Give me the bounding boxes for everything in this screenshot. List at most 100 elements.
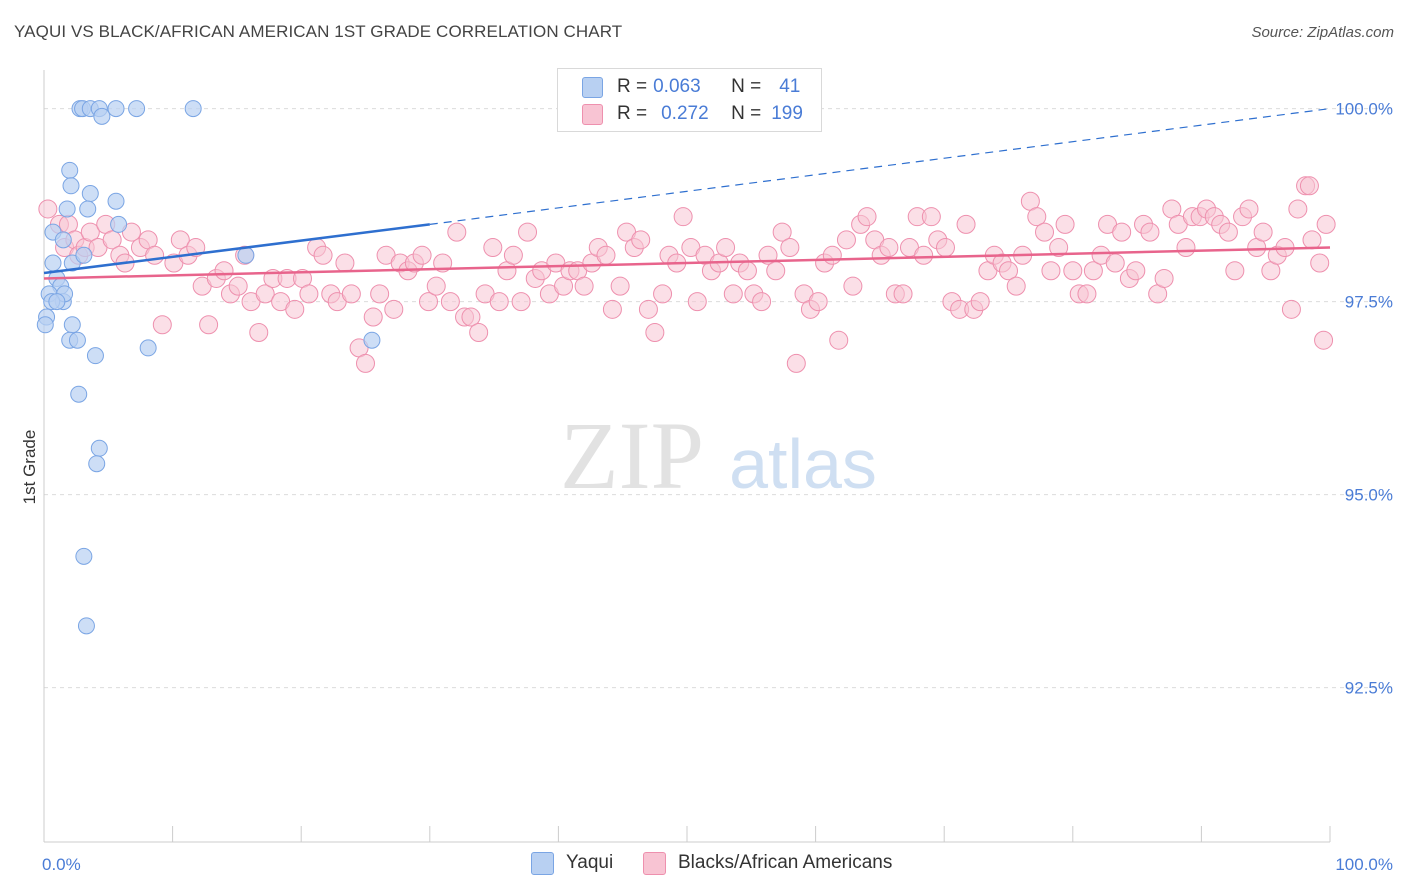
blacks-point [447, 222, 467, 242]
blacks-point [1083, 261, 1103, 281]
blacks-point [1225, 261, 1245, 281]
blacks-point [1077, 284, 1097, 304]
blacks-point [1006, 276, 1026, 296]
blacks-point [412, 245, 432, 265]
yaqui-point [90, 439, 108, 457]
bottom-legend-yaqui: Yaqui [531, 850, 613, 876]
blacks-point [687, 292, 707, 312]
yaqui-point [68, 331, 86, 349]
blacks-point [1055, 214, 1075, 234]
legend-swatch-blacks [582, 103, 603, 125]
blacks-point [737, 261, 757, 281]
blacks-point [145, 245, 165, 265]
blacks-point [914, 245, 934, 265]
bottom-legend-swatch-blacks [643, 851, 666, 875]
yaqui-point [75, 246, 93, 264]
blacks-point [893, 284, 913, 304]
bottom-legend-swatch-yaqui [531, 851, 554, 875]
legend-r-value: 0.272 [661, 103, 709, 124]
blacks-point [461, 307, 481, 327]
blacks-point [249, 322, 269, 342]
watermark: ZIP atlas [560, 402, 877, 509]
blacks-point [313, 245, 333, 265]
blacks-point [214, 261, 234, 281]
blacks-point [921, 207, 941, 227]
legend-r-label: R = [617, 76, 648, 97]
yaqui-point [48, 293, 66, 311]
blacks-point [1049, 238, 1069, 258]
blacks-point [673, 207, 693, 227]
x-tick-labels: 0.0% 100.0% [42, 855, 1393, 874]
blacks-point [1316, 214, 1336, 234]
blacks-point [285, 299, 305, 319]
legend-r-value: 0.063 [653, 76, 701, 97]
blacks-point [999, 261, 1018, 281]
blacks-point [370, 284, 390, 304]
blacks-point [228, 276, 248, 296]
blacks-point [723, 284, 743, 304]
bottom-legend-label-yaqui: Yaqui [566, 852, 614, 873]
yaqui-point [61, 161, 79, 179]
blacks-point [186, 238, 206, 258]
series-blacks-points [38, 176, 1336, 373]
blacks-point [80, 222, 100, 242]
blacks-point [356, 353, 375, 373]
yaqui-point [81, 185, 99, 203]
blacks-point [766, 261, 786, 281]
yaqui-point [54, 231, 72, 249]
yaqui-point [77, 617, 95, 635]
trend-lines [43, 108, 1331, 280]
y-tick-label: 92.5% [1345, 679, 1393, 698]
blacks-point [772, 222, 792, 242]
legend-n-value: 41 [779, 76, 801, 97]
blacks-point [935, 238, 955, 258]
y-axis-label: 1st Grade [20, 430, 39, 505]
blacks-point [829, 330, 849, 350]
blacks-point [1302, 230, 1322, 250]
blacks-point [1253, 222, 1273, 242]
yaqui-point [139, 339, 157, 357]
legend-r-label: R = [617, 103, 648, 124]
blacks-point [752, 292, 772, 312]
yaqui-point [110, 215, 128, 233]
blacks-point [511, 292, 531, 312]
yaqui-point [75, 547, 93, 565]
y-tick-label: 100.0% [1335, 100, 1393, 119]
blacks-point [152, 315, 172, 335]
x-tick-label: 0.0% [42, 855, 81, 874]
x-tick-label: 100.0% [1335, 855, 1393, 874]
blacks-point [419, 292, 439, 312]
blacks-point [1288, 199, 1308, 219]
yaqui-point [70, 385, 88, 403]
chart-title: YAQUI VS BLACK/AFRICAN AMERICAN 1ST GRAD… [14, 22, 623, 41]
legend-n-value: 199 [771, 103, 803, 124]
yaqui-point [44, 254, 62, 272]
grid-lines [44, 108, 1392, 689]
bottom-legend-label-blacks: Blacks/African Americans [678, 852, 893, 873]
blacks-point [440, 292, 460, 312]
blacks-point [1063, 261, 1083, 281]
blacks-point [970, 292, 990, 312]
yaqui-point [184, 100, 202, 118]
blacks-point [780, 238, 800, 258]
yaqui-point [88, 455, 106, 473]
yaqui-point [93, 107, 111, 125]
yaqui-point [58, 200, 76, 218]
blacks-point [384, 299, 404, 319]
blacks-point [596, 245, 616, 265]
blacks-point [335, 253, 355, 273]
blacks-point [786, 353, 806, 373]
blacks-point [1239, 199, 1259, 219]
blacks-point [38, 199, 58, 219]
blacks-point [1314, 330, 1334, 350]
blacks-trend-line [43, 246, 1331, 280]
y-tick-labels: 92.5% 95.0% 97.5% 100.0% [1335, 100, 1393, 698]
blacks-point [1105, 253, 1125, 273]
blacks-point [836, 230, 856, 250]
blacks-point [822, 245, 842, 265]
blacks-point [1035, 222, 1055, 242]
blacks-point [469, 322, 489, 342]
yaqui-point [128, 100, 146, 118]
bottom-legend-blacks: Blacks/African Americans [643, 850, 892, 876]
legend-row-blacks: R = 0.272 N = 199 [558, 101, 803, 127]
